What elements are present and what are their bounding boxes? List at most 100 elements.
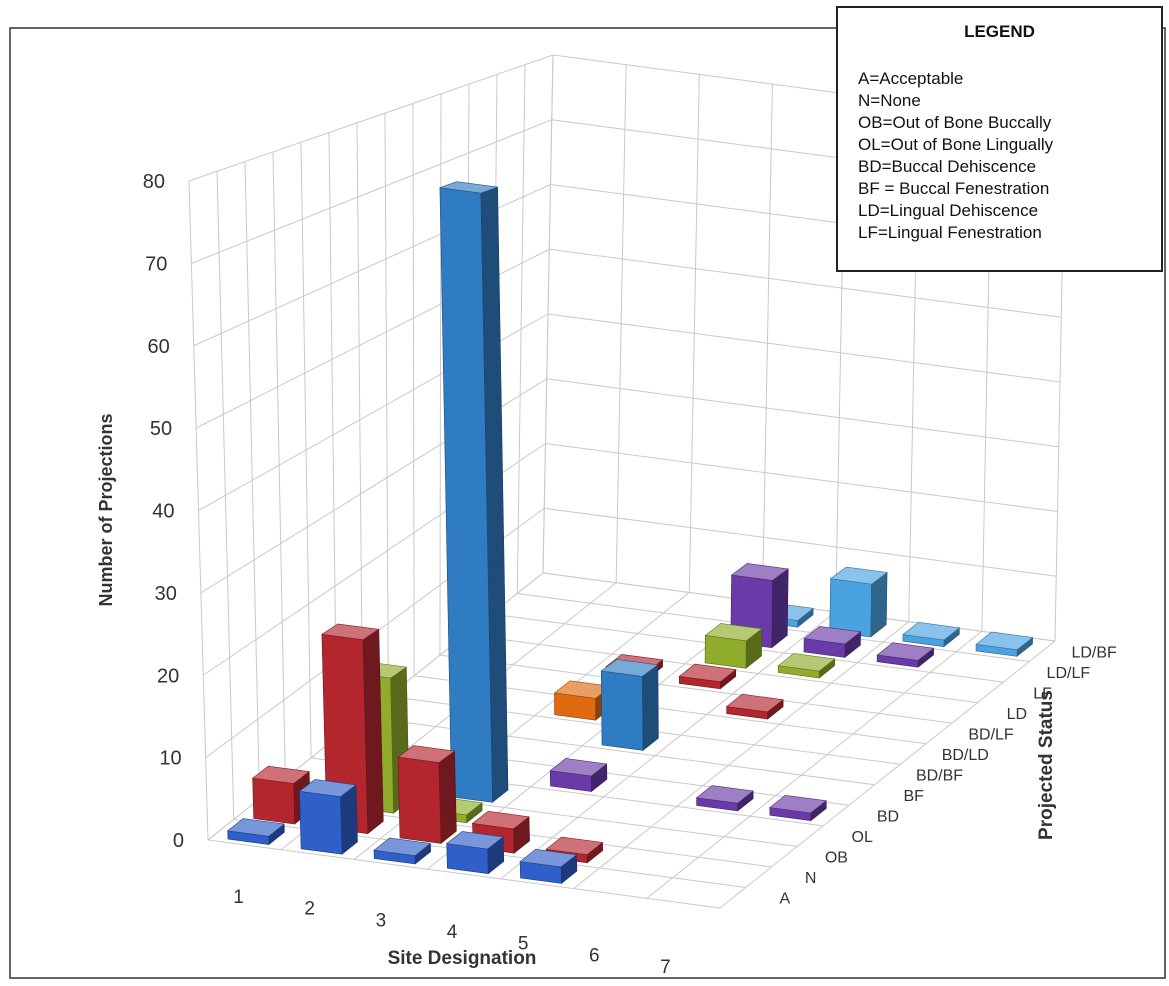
bar-top [678, 663, 737, 683]
bar [975, 631, 1034, 657]
x-tick-label: 6 [589, 945, 600, 966]
z-tick-label: BD/LD [942, 747, 989, 764]
bar-top [695, 785, 754, 804]
y-tick-label: 0 [173, 830, 184, 852]
z-tick-label: BD [877, 809, 899, 826]
x-axis-title: Site Designation [388, 948, 537, 969]
y-tick-label: 10 [159, 748, 181, 770]
bar-side [438, 750, 457, 845]
legend: LEGEND A=Acceptable N=None OB=Out of Bon… [836, 6, 1163, 272]
bar-front [252, 777, 296, 825]
bar-top [829, 566, 888, 585]
z-tick-label: A [780, 891, 791, 908]
legend-entry: BD=Buccal Dehiscence [858, 157, 1037, 176]
bar [777, 653, 836, 679]
bar-top [471, 810, 530, 830]
legend-entry: LF=Lingual Fenestration [858, 223, 1042, 242]
bar-top [545, 836, 604, 856]
bar [803, 626, 862, 659]
bar [226, 818, 285, 846]
bar-top [902, 621, 961, 641]
y-tick-label: 70 [145, 253, 167, 275]
z-tick-label: LD/LF [1047, 665, 1091, 682]
bar [439, 181, 509, 803]
bar-front [299, 790, 343, 855]
grid-line [646, 630, 983, 899]
bar [678, 663, 737, 690]
z-axis-title: Projected Status [1036, 690, 1057, 840]
legend-entry: LD=Lingual Dehiscence [858, 201, 1039, 220]
bar [725, 693, 784, 720]
bar [902, 621, 961, 648]
bar-top [704, 623, 763, 642]
bar [704, 623, 763, 669]
bars [226, 181, 1034, 885]
grid-line [188, 54, 554, 182]
legend-entry: BF = Buccal Fenestration [858, 179, 1050, 198]
grid-line [573, 621, 910, 889]
grid-line [547, 313, 1061, 383]
bar [695, 785, 754, 812]
bar-top [226, 818, 285, 837]
grid-line [207, 839, 721, 909]
bar-side [340, 784, 358, 855]
grid-line [546, 378, 1059, 448]
bar-front [829, 578, 872, 638]
z-tick-label: LD/BF [1071, 644, 1117, 661]
x-tick-label: 7 [660, 957, 671, 978]
bar-top [600, 659, 659, 677]
legend-entry: OB=Out of Bone Buccally [858, 113, 1052, 132]
z-tick-label: N [805, 870, 817, 887]
legend-entries: A=Acceptable N=None OB=Out of Bone Bucca… [858, 68, 1053, 244]
bar [298, 779, 358, 855]
bar-front [704, 635, 747, 669]
bar-side [641, 664, 659, 752]
z-tick-label: LF [1033, 685, 1052, 702]
y-tick-label: 40 [152, 501, 174, 523]
x-tick-label: 1 [233, 887, 244, 908]
z-tick-label: OB [825, 850, 848, 867]
bar-top [445, 831, 504, 850]
bar-top [298, 779, 357, 798]
chart-frame [9, 27, 1166, 979]
bar [397, 745, 457, 845]
bar [769, 794, 827, 822]
grid-line [545, 443, 1058, 512]
bar-front [397, 756, 442, 844]
bar-top [321, 623, 380, 641]
bar-top [975, 631, 1034, 651]
y-axis-title: Number of Projections [96, 413, 116, 606]
bar-top [876, 642, 935, 661]
bar [373, 837, 432, 865]
legend-entry: OL=Out of Bone Lingually [858, 135, 1054, 154]
legend-entry: N=None [858, 91, 921, 110]
bar-top [769, 794, 827, 814]
z-tick-label: LD [1007, 706, 1027, 723]
z-tick-label: OL [852, 829, 873, 846]
grid-line [439, 654, 952, 724]
bar-top [725, 693, 784, 713]
bar-top [777, 653, 836, 672]
z-tick-label: BD/BF [916, 768, 963, 785]
bar-top [549, 758, 608, 777]
bar-top [803, 626, 862, 645]
x-tick-label: 2 [304, 899, 315, 920]
grid-line [500, 611, 836, 880]
y-tick-label: 20 [157, 665, 179, 687]
grid-line [719, 640, 1056, 909]
grid [188, 54, 1066, 909]
bar [829, 566, 888, 638]
bar-top [439, 181, 498, 194]
bar [549, 758, 608, 793]
bar [876, 642, 935, 668]
bar [600, 659, 659, 752]
grid-line [191, 119, 552, 264]
bar [445, 831, 505, 875]
y-tick-label: 50 [150, 418, 172, 440]
bar-front [600, 670, 644, 751]
legend-entry: A=Acceptable [858, 69, 964, 88]
x-tick-label: 3 [376, 910, 387, 931]
bar-top [519, 848, 578, 868]
z-tick-label: BD/LF [968, 726, 1014, 743]
